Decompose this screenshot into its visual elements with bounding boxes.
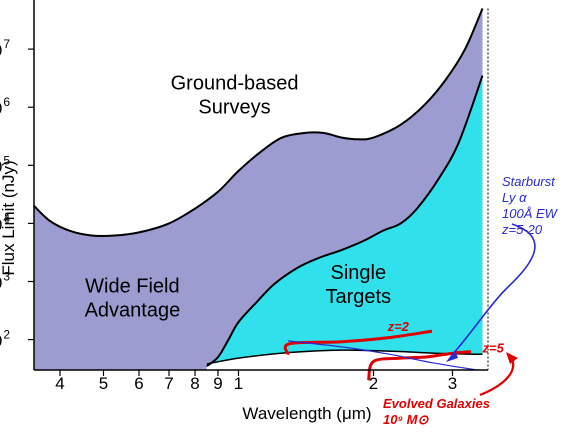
starburst-pointer: [451, 223, 536, 356]
y-tick-exponent: 6: [3, 95, 10, 109]
y-tick-exponent: 5: [3, 153, 10, 167]
x-tick-label: 7: [164, 374, 173, 393]
region-label: Surveys: [198, 97, 270, 119]
annotation-text: z=5-20: [501, 222, 543, 237]
single-target-curve: [206, 75, 484, 367]
x-tick-label: 2: [369, 374, 378, 393]
annotation-text: 100Å EW: [502, 206, 559, 221]
y-tick-label: 106: [0, 95, 10, 118]
evolved-pointer: [479, 355, 515, 397]
tick-labels: 456789123102103104105106107Wavelength (μ…: [0, 37, 457, 423]
x-tick-label: 4: [55, 374, 64, 393]
y-tick-exponent: 2: [3, 328, 10, 342]
y-tick-exponent: 7: [3, 37, 10, 51]
x-tick-label: 8: [190, 374, 199, 393]
starburst-track: [288, 340, 477, 371]
annotation-text: Starburst: [502, 174, 556, 189]
y-tick-label: 102: [0, 328, 10, 351]
axes: [28, 0, 488, 376]
x-axis-title: Wavelength (μm): [242, 404, 371, 423]
starburst-arrowhead: [446, 350, 458, 362]
region-label: Advantage: [85, 299, 181, 321]
region-label: Ground-based: [171, 73, 299, 95]
x-tick-label: 3: [448, 374, 457, 393]
x-tick-label: 6: [134, 374, 143, 393]
region-label: Single: [331, 262, 387, 284]
y-axis-title: Flux Limit (nJy): [0, 160, 18, 275]
ground-based-region: [34, 8, 483, 370]
curves: [33, 8, 536, 397]
annotation-text: z=5: [482, 341, 505, 356]
single-targets-region: [206, 75, 483, 367]
y-tick-label: 107: [0, 37, 10, 60]
evolved-arrowhead: [506, 352, 518, 364]
region-label: Wide Field: [85, 275, 179, 297]
x-tick-label: 1: [234, 374, 243, 393]
x-tick-label: 5: [99, 374, 108, 393]
y-tick-label: 103: [0, 270, 10, 293]
annotation-text: z=2: [387, 319, 410, 334]
shaded-areas: [34, 8, 483, 370]
y-tick-exponent: 3: [3, 270, 10, 284]
region-label: Targets: [326, 286, 392, 308]
x-tick-label: 9: [213, 374, 222, 393]
y-tick-exponent: 4: [3, 211, 10, 225]
wide-field-curve: [206, 349, 483, 365]
y-tick-label: 104: [0, 211, 10, 234]
y-tick-label: 105: [0, 153, 10, 176]
z-5-track: [367, 350, 472, 381]
annotation-text: Evolved Galaxies: [383, 396, 490, 411]
z-2-track: [283, 329, 433, 356]
annotation-text: Ly α: [502, 190, 527, 205]
ground-based-curve: [33, 8, 484, 237]
annotation-text: 10⁹ M⊙: [383, 412, 429, 427]
